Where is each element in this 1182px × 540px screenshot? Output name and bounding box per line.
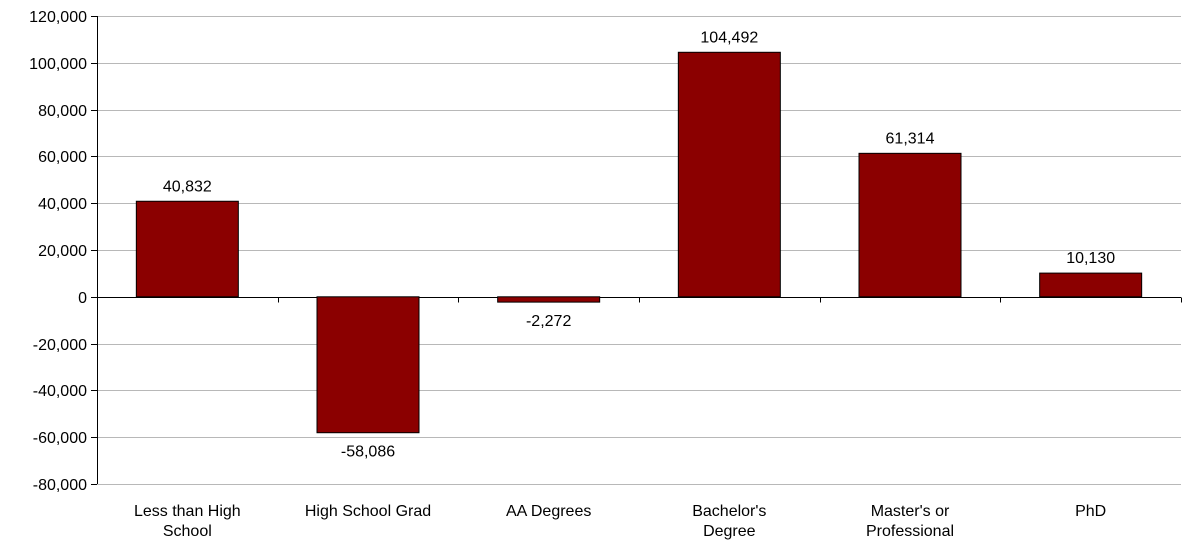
y-tick-label: 100,000 bbox=[29, 56, 87, 73]
labels: 40,832 Less than High School -58,086 High Sc… bbox=[134, 29, 1115, 540]
y-tick-label: -20,000 bbox=[33, 337, 87, 354]
bar bbox=[677, 51, 781, 298]
bars bbox=[135, 51, 1143, 434]
category-label: PhD bbox=[1075, 503, 1106, 520]
data-label: -58,086 bbox=[341, 444, 395, 461]
category-label: Master's or bbox=[871, 503, 950, 520]
y-tick-label: 20,000 bbox=[38, 243, 87, 260]
y-tick-label: 0 bbox=[78, 290, 87, 307]
bar bbox=[858, 152, 962, 298]
y-tick-label: 80,000 bbox=[38, 103, 87, 120]
y-tick-label: -40,000 bbox=[33, 383, 87, 400]
data-label: 61,314 bbox=[886, 130, 935, 147]
data-label: 40,832 bbox=[163, 178, 212, 195]
category-label: Less than High bbox=[134, 503, 241, 520]
bar bbox=[316, 296, 420, 434]
gridlines bbox=[97, 16, 1181, 485]
data-label: 10,130 bbox=[1066, 250, 1115, 267]
category-label: Bachelor's bbox=[692, 503, 766, 520]
category-label: Professional bbox=[866, 523, 954, 540]
axes: 120,000 100,000 80,000 60,000 40,000 20,000 0 -… bbox=[29, 9, 1182, 494]
y-tick-label: -80,000 bbox=[33, 477, 87, 494]
category-label: AA Degrees bbox=[506, 503, 591, 520]
bar bbox=[497, 296, 601, 303]
y-tick-label: 60,000 bbox=[38, 149, 87, 166]
y-tick-label: 120,000 bbox=[29, 9, 87, 26]
data-label: 104,492 bbox=[700, 29, 758, 46]
data-label: -2,272 bbox=[526, 313, 571, 330]
bar bbox=[135, 200, 239, 298]
y-tick-label: 40,000 bbox=[38, 196, 87, 213]
bar bbox=[1039, 272, 1143, 298]
y-tick-label: -60,000 bbox=[33, 430, 87, 447]
category-label: School bbox=[163, 523, 212, 540]
category-label: Degree bbox=[703, 523, 756, 540]
category-label: High School Grad bbox=[305, 503, 431, 520]
